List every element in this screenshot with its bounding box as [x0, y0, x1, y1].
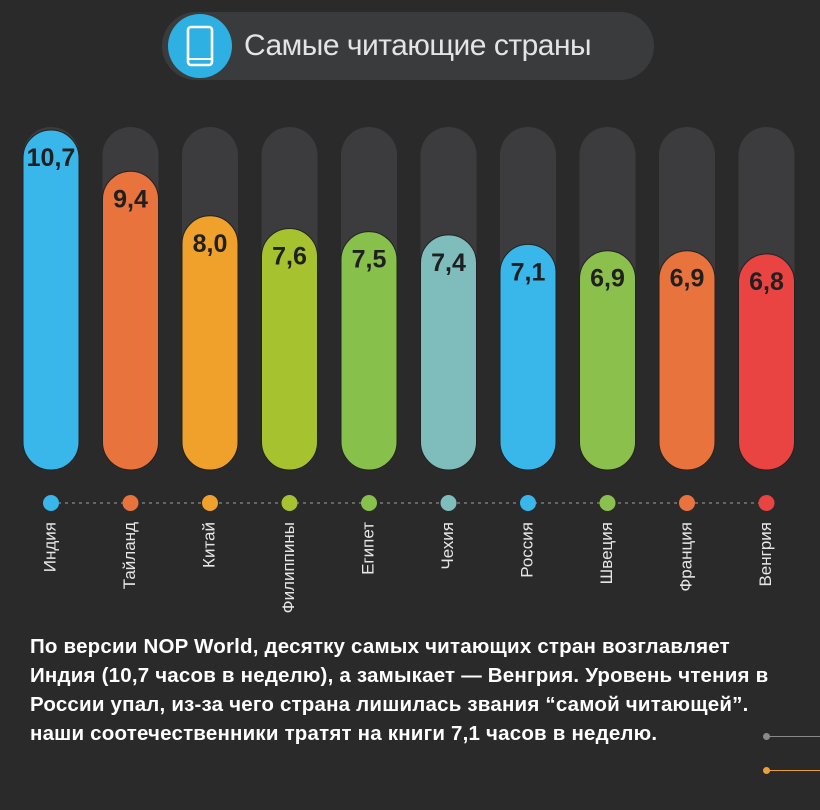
bar	[499, 243, 557, 471]
legend-dot	[281, 495, 298, 511]
tablet-icon	[186, 25, 214, 67]
category-label: Венгрия	[756, 522, 775, 587]
bar	[181, 215, 239, 471]
bar	[261, 228, 318, 471]
category-label: Тайланд	[120, 522, 139, 589]
category-label: Филиппины	[279, 522, 298, 613]
data-label: 7,4	[431, 249, 466, 277]
bar	[420, 234, 477, 471]
category-label: Китай	[199, 522, 218, 568]
legend-dot	[122, 495, 139, 511]
category-label: Индия	[40, 522, 59, 572]
decor-dot-1	[763, 733, 770, 740]
page-title: Самые читающие страны	[244, 29, 592, 62]
data-label: 6,8	[749, 268, 784, 296]
legend-dot	[520, 495, 536, 511]
title-pill	[162, 12, 654, 80]
summary-text: По версии NOP World, десятку самых читаю…	[30, 635, 769, 745]
legend-dot	[361, 495, 377, 511]
bar	[658, 250, 716, 471]
category-label: Россия	[517, 522, 536, 578]
data-label: 8,0	[193, 230, 228, 258]
category-label: Чехия	[438, 522, 457, 570]
decor-line-2	[768, 770, 820, 771]
bar-chart: 10,7 Индия 9,4 Тайланд 8,0 Китай 7,6 Филиппины 7…	[22, 127, 795, 613]
legend-dot	[202, 495, 218, 511]
legend-dot	[599, 495, 616, 511]
bar	[102, 170, 159, 471]
bar	[579, 250, 636, 471]
decor-line-1	[768, 736, 820, 737]
data-label: 6,9	[590, 265, 625, 293]
legend-dot	[440, 495, 457, 511]
data-label: 9,4	[113, 185, 148, 213]
bar	[340, 231, 398, 471]
bar	[22, 129, 80, 471]
data-label: 7,6	[272, 243, 307, 271]
tablet-icon-badge	[168, 14, 232, 78]
category-label: Египет	[358, 522, 377, 575]
legend-dot	[758, 495, 775, 511]
data-label: 7,5	[352, 246, 387, 274]
legend-dot	[679, 495, 695, 511]
category-label: Швеция	[597, 522, 616, 584]
category-label: Франция	[676, 522, 695, 592]
legend-dot	[43, 495, 59, 511]
data-label: 7,1	[511, 258, 546, 286]
decor-dot-2	[763, 767, 770, 774]
bar	[738, 253, 795, 471]
data-label: 10,7	[27, 144, 76, 172]
data-label: 6,9	[670, 265, 705, 293]
